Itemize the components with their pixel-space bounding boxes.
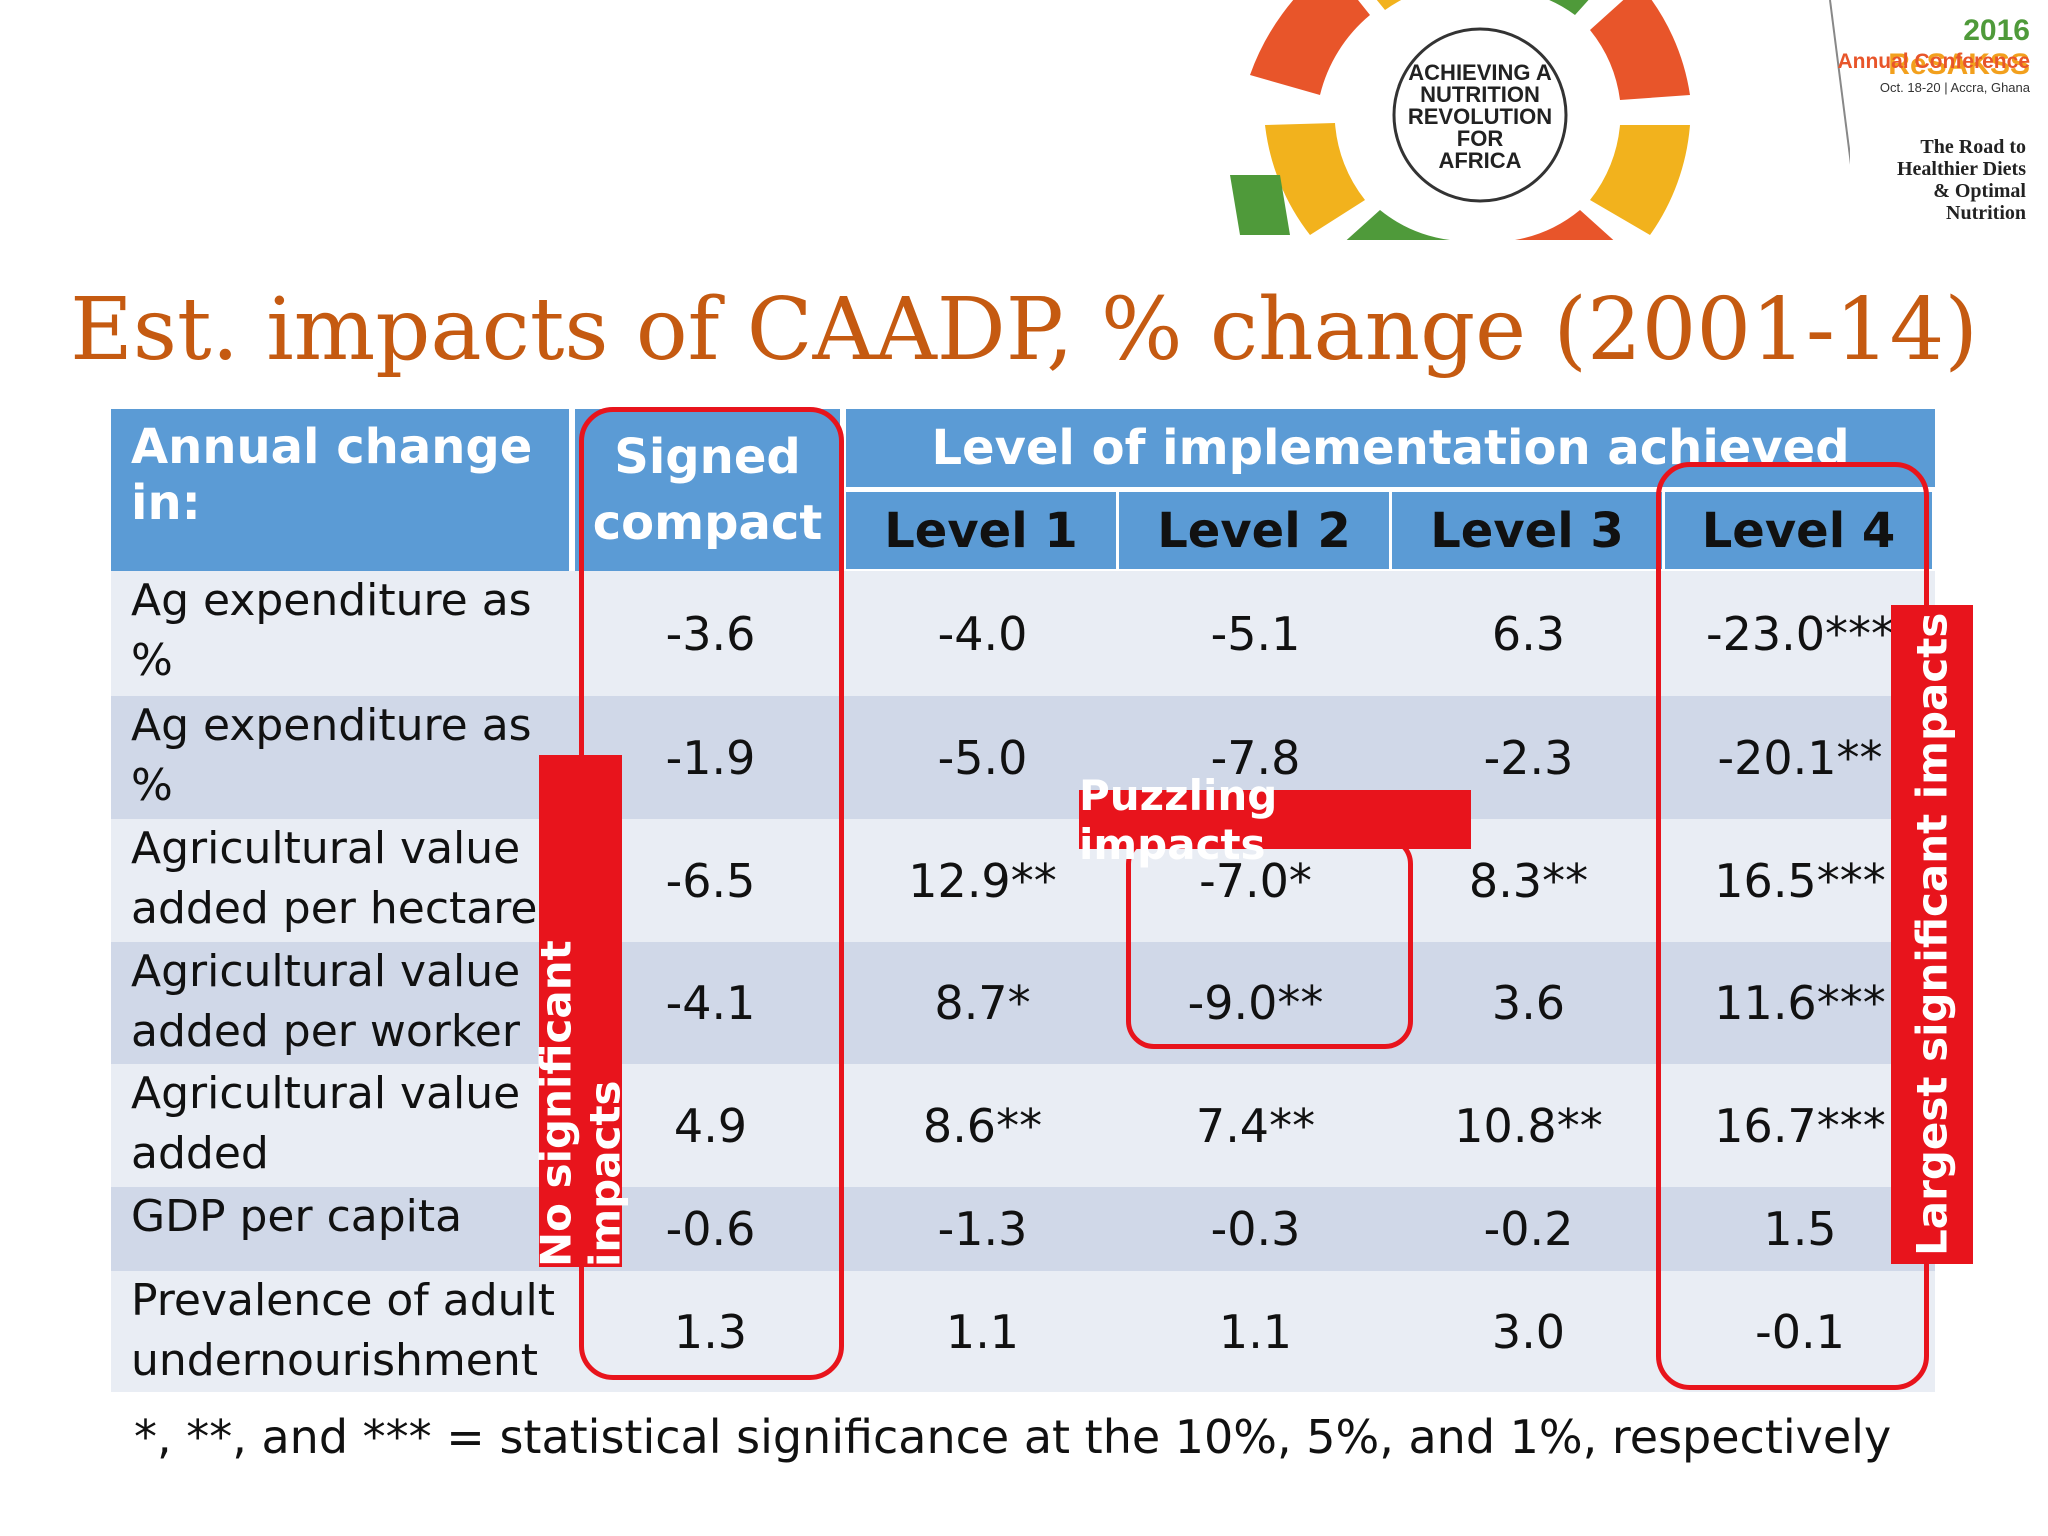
table-cell: -0.1 — [1755, 1304, 1845, 1359]
logo-graphic — [1230, 0, 1850, 240]
table-cell: -9.0** — [1187, 976, 1324, 1030]
table-cell: -5.1 — [1210, 606, 1301, 661]
header-line: Signed — [614, 429, 801, 485]
row-label: Agricultural value added — [111, 1064, 575, 1187]
logo-org: ReSAKSS — [1888, 48, 2030, 81]
label-line: GDP per capita — [131, 1191, 463, 1242]
table-cell: 8.6** — [922, 1098, 1043, 1153]
table-cell: -6.5 — [665, 853, 756, 908]
header-cell: Level 1 — [846, 492, 1116, 569]
row-label: Agricultural value added per worker — [111, 942, 575, 1064]
row-label: Ag expenditure as %of ag value added — [111, 696, 575, 871]
row-bg — [111, 696, 1935, 819]
logo-year: 2016 — [1963, 14, 2030, 47]
header-cell: Level of implementation achieved — [846, 409, 1935, 487]
annotation-label: Largest significant impacts — [1891, 605, 1973, 1264]
table-cell: -20.1** — [1717, 730, 1883, 785]
table-cell: -5.0 — [937, 730, 1028, 785]
label-line: added per worker — [131, 1006, 520, 1057]
highlight-box — [1656, 462, 1929, 1390]
header-cell: Signed compact — [575, 409, 840, 571]
label-line: Agricultural value — [131, 823, 521, 874]
table-cell: -4.0 — [937, 606, 1028, 661]
table-cell: 12.9** — [908, 853, 1057, 908]
circle-line: NUTRITION — [1420, 82, 1540, 107]
table-cell: 7.4** — [1195, 1098, 1316, 1153]
header-cell: Annual change in: — [111, 409, 569, 571]
table-cell: 16.5*** — [1714, 853, 1886, 908]
table-cell: -7.0* — [1199, 853, 1312, 908]
table-cell: 10.8** — [1454, 1098, 1603, 1153]
row-bg — [111, 1187, 1935, 1271]
row-label: Agricultural value added per hectare — [111, 819, 575, 942]
label-line: Agricultural value — [131, 946, 521, 997]
row-label: Ag expenditure as %of total expenditure — [111, 571, 575, 746]
circle-line: REVOLUTION FOR — [1407, 104, 1553, 151]
logo-circle-text: ACHIEVING A NUTRITION REVOLUTION FOR AFRICA — [1400, 62, 1560, 172]
table-cell: -2.3 — [1483, 730, 1574, 785]
label-line: added per hectare — [131, 883, 538, 934]
row-bg — [111, 571, 1935, 696]
logo-theme: The Road to Healthier Diets & Optimal Nutri… — [1820, 136, 2026, 224]
theme-line: The Road to — [1920, 136, 2026, 158]
slide-title: Est. impacts of CAADP, % change (2001-14… — [70, 280, 1978, 380]
table-cell: -7.8 — [1210, 730, 1301, 785]
label-line: Ag expenditure as % — [131, 575, 532, 686]
table-cell: -0.3 — [1210, 1202, 1301, 1256]
row-bg — [111, 1064, 1935, 1187]
table-cell: -4.1 — [665, 976, 756, 1030]
label-line: undernourishment — [131, 1335, 538, 1386]
table-cell: -3.6 — [665, 606, 756, 661]
row-label: GDP per capita — [111, 1187, 575, 1271]
table-cell: -1.9 — [665, 730, 756, 785]
circle-line: AFRICA — [1438, 148, 1522, 173]
label-line: Prevalence of adult — [131, 1275, 556, 1326]
header-cell: Level 3 — [1392, 492, 1662, 569]
table-cell: -23.0*** — [1705, 606, 1895, 661]
header-cell: Level 4 — [1665, 492, 1932, 569]
table-cell: 1.1 — [1218, 1304, 1293, 1359]
table-cell: -0.2 — [1483, 1202, 1574, 1256]
theme-line: & Optimal — [1933, 180, 2026, 202]
row-label: Prevalence of adult undernourishment — [111, 1271, 575, 1392]
table-cell: 11.6*** — [1714, 976, 1886, 1030]
circle-line: ACHIEVING A — [1408, 60, 1552, 85]
annotation-label: No significant impacts — [532, 755, 630, 1267]
table-cell: 1.5 — [1763, 1202, 1837, 1256]
table-cell: -0.6 — [665, 1202, 756, 1256]
table-cell: 4.9 — [673, 1098, 748, 1153]
table-cell: 8.7* — [934, 976, 1031, 1030]
row-bg — [111, 1271, 1935, 1392]
theme-line: Nutrition — [1946, 202, 2026, 224]
header-cell: Level 2 — [1119, 492, 1389, 569]
table-cell: -1.3 — [937, 1202, 1028, 1256]
logo-subtitle: Annual Conference — [1837, 50, 2030, 73]
table-cell: 1.3 — [673, 1304, 748, 1359]
logo-dates: Oct. 18-20 | Accra, Ghana — [1879, 80, 2030, 95]
table-cell: 6.3 — [1491, 606, 1566, 661]
label-line: added — [131, 1128, 269, 1179]
label-line: Agricultural value — [131, 1068, 521, 1119]
table-cell: 8.3** — [1468, 853, 1589, 908]
header-line: compact — [592, 495, 823, 551]
table-cell: 1.1 — [945, 1304, 1020, 1359]
table-cell: 3.6 — [1491, 976, 1566, 1030]
theme-line: Healthier Diets — [1896, 158, 2026, 180]
footnote: *, **, and *** = statistical significanc… — [134, 1410, 1892, 1464]
row-bg — [111, 819, 1935, 942]
logo-heading: 2016 ReSAKSS — [1850, 14, 2030, 82]
table-cell: 3.0 — [1491, 1304, 1566, 1359]
table-cell: 16.7*** — [1714, 1098, 1886, 1153]
row-bg — [111, 942, 1935, 1064]
annotation-label: Puzzling impacts — [1079, 771, 1471, 869]
label-line: Ag expenditure as % — [131, 700, 532, 811]
